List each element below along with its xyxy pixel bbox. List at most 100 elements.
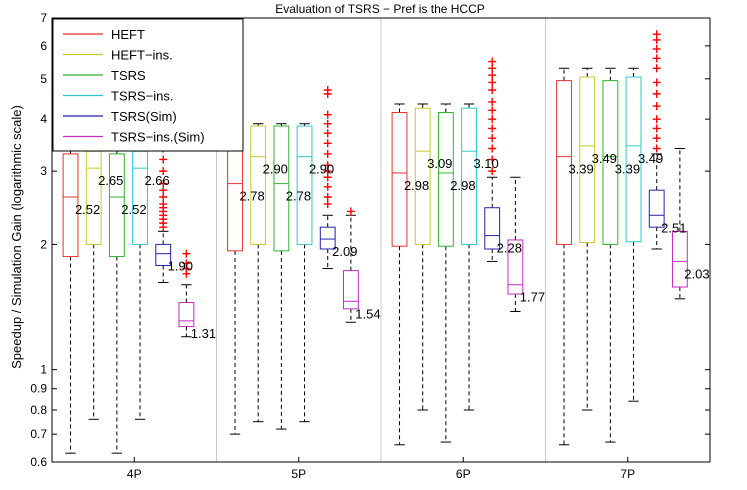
box [671,230,688,288]
median-value-label: 1.31 [191,326,216,341]
box [108,153,125,258]
median-value-label: 2.52 [121,202,146,217]
outlier-marker [488,134,497,143]
outlier-marker [652,124,661,133]
y-tick-label: 4 [40,112,47,126]
outlier-marker [488,167,497,176]
outlier-marker [652,115,661,124]
outlier-marker [652,102,661,111]
outlier-marker [488,71,497,80]
box [556,80,572,245]
outlier-marker [652,78,661,87]
chart-title: Evaluation of TSRS − Pref is the HCCP [275,2,485,16]
x-tick-label: 5P [291,467,306,481]
outlier-marker [159,200,168,209]
box [579,76,596,244]
median-value-label: 2.90 [309,162,334,177]
y-tick-label: 0.8 [30,403,47,417]
x-tick-label: 6P [456,467,471,481]
legend-label: TSRS−ins. [111,89,174,104]
x-tick-label: 4P [127,467,142,481]
box [250,125,267,245]
legend-label: HEFT−ins. [111,48,173,63]
box [62,153,79,258]
median-value-label: 2.66 [144,173,169,188]
outlier-marker [488,124,497,133]
outlier-marker [488,64,497,73]
outlier-marker [323,192,332,201]
outlier-marker [652,30,661,39]
outlier-marker [488,106,497,115]
y-axis-label: Speedup / Simulation Gain (logarithmic s… [9,105,24,369]
median-value-label: 3.49 [592,151,617,166]
median-value-label: 3.10 [473,156,498,171]
median-value-label: 2.09 [332,244,357,259]
box [484,207,501,250]
box [85,150,102,245]
outlier-marker [159,155,168,164]
y-tick-label: 1 [40,363,47,377]
median-value-label: 2.90 [263,162,288,177]
outlier-marker [323,182,332,191]
outlier-marker [488,97,497,106]
legend-box [52,18,244,152]
box [437,111,454,247]
median-value-label: 2.78 [239,189,264,204]
outlier-marker [323,110,332,119]
y-tick-label: 0.7 [30,427,47,441]
outlier-marker [652,89,661,98]
outlier-marker [323,85,332,94]
outlier-marker [159,179,168,188]
outlier-marker [323,149,332,158]
outlier-marker [652,144,661,153]
box [342,270,359,310]
outlier-marker [652,64,661,73]
box [155,243,172,266]
box [319,226,336,250]
box [132,150,148,245]
median-value-label: 1.54 [355,306,380,321]
outlier-marker [652,54,661,63]
plot-frame [51,17,711,463]
box [296,125,313,245]
median-value-label: 3.39 [568,162,593,177]
median-value-label: 1.90 [168,259,193,274]
outlier-marker [488,78,497,87]
outlier-marker [488,57,497,66]
box [391,111,408,247]
legend-label: TSRS [111,68,146,83]
box [648,189,665,228]
outlier-marker [159,192,168,201]
y-tick-label: 3 [40,164,47,178]
median-value-label: 2.03 [684,266,709,281]
median-value-label: 3.49 [638,151,663,166]
median-value-label: 3.39 [615,162,640,177]
y-tick-label: 7 [40,11,47,25]
y-tick-label: 6 [40,39,47,53]
median-value-label: 2.52 [75,202,100,217]
median-value-label: 2.51 [661,220,686,235]
y-tick-label: 5 [40,72,47,86]
x-tick-label: 7P [620,467,635,481]
outlier-marker [323,161,332,170]
median-value-label: 2.98 [404,178,429,193]
outlier-marker [488,155,497,164]
median-value-label: 1.77 [520,290,545,305]
outlier-marker [159,167,168,176]
outlier-marker [323,119,332,128]
outlier-marker [488,85,497,94]
outlier-marker [182,259,191,268]
median-value-label: 2.28 [497,241,522,256]
box [507,239,524,295]
legend-label: TSRS−ins.(Sim) [111,130,205,145]
box [178,302,195,327]
legend-label: HEFT [111,27,145,42]
median-value-label: 3.09 [427,156,452,171]
median-value-label: 2.98 [450,178,475,193]
box [414,107,431,245]
outlier-marker [323,139,332,148]
outlier-marker [182,249,191,258]
outlier-marker [346,207,355,216]
outlier-marker [323,200,332,209]
